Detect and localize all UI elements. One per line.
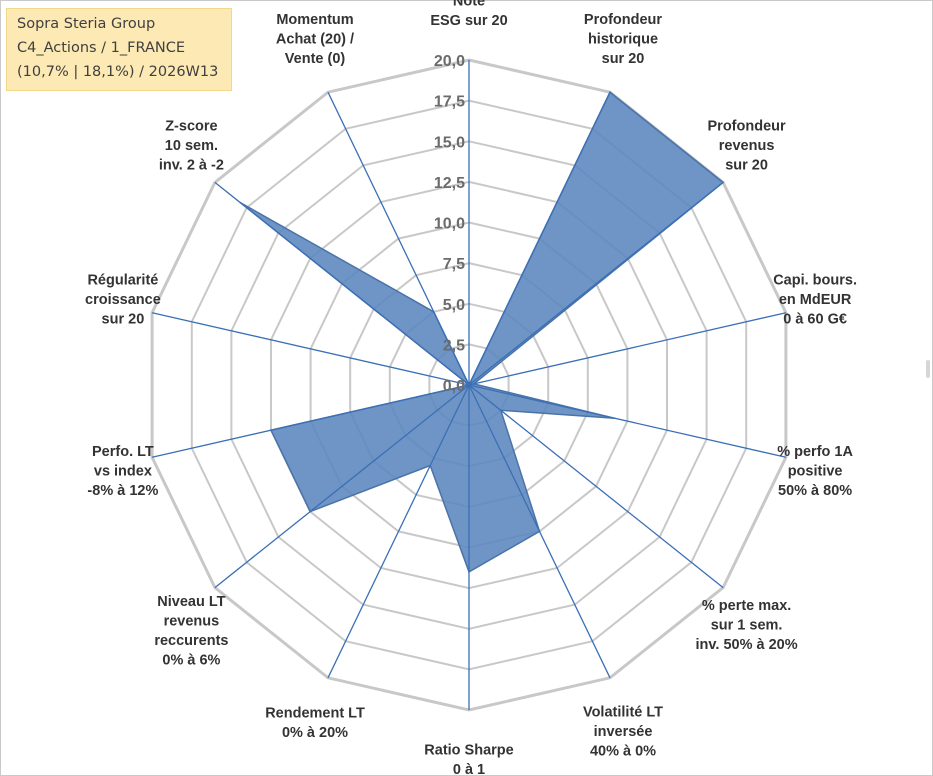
- axis-label-line: Niveau LT: [157, 594, 225, 610]
- axis-label: Perfo. LT vs index -8% à 12%: [87, 444, 158, 499]
- axis-label: Momentum Achat (20) / Vente (0): [276, 12, 354, 67]
- company-name: Sopra Steria Group: [17, 16, 156, 32]
- tick-label: 17,5: [434, 94, 465, 111]
- axis-label-line: 0 à 1: [453, 762, 485, 776]
- tick-label: 20,0: [434, 53, 465, 70]
- axis-label-line: % perfo 1A: [777, 444, 853, 460]
- axis-spoke: [214, 384, 470, 589]
- axis-label-line: ESG sur 20: [430, 13, 507, 29]
- axis-label-line: Achat (20) /: [276, 32, 354, 48]
- axis-label: Z-score 10 sem. inv. 2 à -2: [159, 119, 224, 174]
- tick-label: 7,5: [443, 256, 465, 273]
- axis-spoke: [468, 384, 724, 589]
- axis-label-line: sur 1 sem.: [711, 617, 783, 633]
- axis-label-line: % perte max.: [702, 598, 791, 614]
- axis-spoke: [468, 91, 611, 386]
- series-area: [239, 91, 725, 573]
- axis-label-line: inv. 50% à 20%: [696, 637, 798, 653]
- axis-label-line: revenus: [719, 138, 775, 154]
- axis-label-line: 0% à 20%: [282, 725, 348, 741]
- axis-label-line: 0% à 6%: [162, 653, 220, 669]
- info-box: Sopra Steria Group C4_Actions / 1_FRANCE…: [6, 8, 232, 91]
- axis-label-line: positive: [788, 463, 843, 479]
- axis-spoke: [468, 312, 787, 386]
- axis-label-line: Profondeur: [584, 12, 662, 28]
- axis-label-line: Rendement LT: [265, 705, 365, 721]
- axis-label-line: Ratio Sharpe: [424, 743, 513, 759]
- scrollbar[interactable]: [926, 360, 930, 378]
- axis-label-line: Note: [453, 0, 485, 10]
- axis-label: Note ESG sur 20: [430, 0, 507, 29]
- axis-label-line: Z-score: [165, 119, 217, 135]
- axis-label-line: -8% à 12%: [87, 483, 158, 499]
- axis-label-line: sur 20: [102, 312, 145, 328]
- axis-label: Rendement LT 0% à 20%: [265, 705, 365, 741]
- axis-spoke: [151, 384, 470, 458]
- axis-label-line: Momentum: [276, 12, 353, 28]
- axis-label-line: Vente (0): [285, 51, 346, 67]
- radial-tick-labels: 0,0 2,5 5,0 7,5 10,0 12,5 15,0 17,5 20,0: [434, 53, 465, 395]
- axis-label-line: croissance: [85, 292, 161, 308]
- axis-label: % perte max. sur 1 sem. inv. 50% à 20%: [696, 598, 798, 653]
- axis-label: Régularité croissance sur 20: [85, 273, 161, 328]
- axis-label-line: vs index: [94, 463, 152, 479]
- axis-label-line: 10 sem.: [165, 138, 218, 154]
- period-info: (10,7% | 18,1%) / 2026W13: [17, 64, 219, 80]
- axis-label: Capi. bours. en MdEUR 0 à 60 G€: [773, 273, 857, 328]
- axis-label: Volatilité LT inversée 40% à 0%: [583, 704, 663, 759]
- axis-labels: Note ESG sur 20 Profondeur historique sur 20…: [85, 0, 857, 776]
- axis-label-line: inversée: [594, 724, 653, 740]
- axis-label-line: Profondeur: [708, 119, 786, 135]
- axis-spoke: [468, 181, 724, 386]
- axis-label-line: Volatilité LT: [583, 704, 663, 720]
- tick-label: 0,0: [443, 378, 465, 395]
- axis-spoke: [151, 312, 470, 386]
- tick-label: 15,0: [434, 134, 465, 151]
- tick-label: 12,5: [434, 175, 465, 192]
- axis-label: % perfo 1A positive 50% à 80%: [777, 444, 853, 499]
- axis-spoke: [327, 91, 470, 386]
- axis-spoke: [214, 181, 470, 386]
- radar-series: [239, 91, 725, 573]
- axis-label-line: sur 20: [725, 158, 768, 174]
- axis-label-line: Perfo. LT: [92, 444, 154, 460]
- axis-label-line: revenus: [164, 614, 220, 630]
- axis-label: Profondeur historique sur 20: [584, 12, 662, 67]
- tick-label: 2,5: [443, 337, 465, 354]
- axis-label-line: reccurents: [154, 633, 228, 649]
- axis-label-line: sur 20: [602, 51, 645, 67]
- tick-label: 5,0: [443, 297, 465, 314]
- axis-label-line: en MdEUR: [779, 292, 852, 308]
- axis-label-line: 50% à 80%: [778, 483, 852, 499]
- axis-label-line: historique: [588, 32, 658, 48]
- axis-label-line: Capi. bours.: [773, 273, 857, 289]
- axis-label: Profondeur revenus sur 20: [708, 119, 786, 174]
- tick-label: 10,0: [434, 216, 465, 233]
- axis-label-line: 40% à 0%: [590, 743, 656, 759]
- axis-label-line: 0 à 60 G€: [783, 312, 847, 328]
- axis-spoke: [327, 384, 470, 679]
- axis-spoke: [468, 384, 611, 679]
- portfolio-name: C4_Actions / 1_FRANCE: [17, 40, 186, 56]
- axis-label-line: Régularité: [87, 273, 158, 289]
- radar-spokes: [151, 60, 787, 710]
- axis-label: Niveau LT revenus reccurents 0% à 6%: [154, 594, 228, 669]
- axis-label-line: inv. 2 à -2: [159, 158, 224, 174]
- axis-spoke: [468, 384, 787, 458]
- axis-label: Ratio Sharpe 0 à 1: [424, 743, 513, 776]
